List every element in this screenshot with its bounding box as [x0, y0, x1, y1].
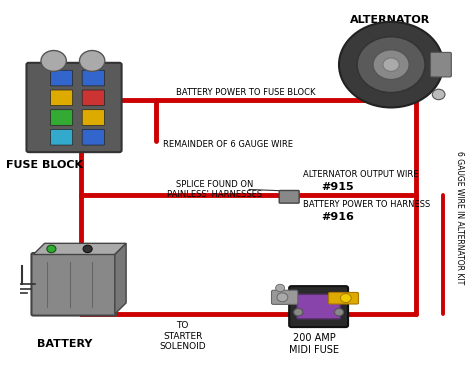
Circle shape [83, 245, 92, 253]
FancyBboxPatch shape [82, 129, 104, 145]
Text: BATTERY POWER TO FUSE BLOCK: BATTERY POWER TO FUSE BLOCK [176, 88, 315, 97]
Circle shape [357, 37, 425, 93]
Text: FUSE BLOCK: FUSE BLOCK [6, 160, 83, 170]
Text: BATTERY: BATTERY [37, 339, 92, 349]
Text: ALTERNATOR OUTPUT WIRE: ALTERNATOR OUTPUT WIRE [303, 170, 418, 179]
FancyBboxPatch shape [289, 286, 348, 327]
Circle shape [41, 51, 66, 71]
Circle shape [275, 284, 285, 292]
FancyBboxPatch shape [31, 253, 117, 315]
FancyBboxPatch shape [328, 292, 358, 304]
Text: ALTERNATOR: ALTERNATOR [350, 15, 430, 25]
FancyBboxPatch shape [82, 70, 104, 86]
Text: BATTERY POWER TO HARNESS: BATTERY POWER TO HARNESS [303, 200, 430, 209]
FancyBboxPatch shape [82, 90, 104, 106]
Circle shape [335, 309, 344, 316]
FancyBboxPatch shape [51, 70, 73, 86]
FancyBboxPatch shape [82, 110, 104, 125]
Text: #916: #916 [321, 212, 354, 222]
FancyBboxPatch shape [51, 110, 73, 125]
Circle shape [432, 89, 445, 100]
FancyBboxPatch shape [297, 294, 340, 319]
Polygon shape [33, 243, 126, 255]
Polygon shape [115, 243, 126, 314]
FancyBboxPatch shape [272, 290, 298, 304]
Text: #915: #915 [321, 183, 354, 192]
Text: TO
STARTER
SOLENOID: TO STARTER SOLENOID [159, 321, 206, 351]
Circle shape [80, 51, 105, 71]
Text: SPLICE FOUND ON
PAINLESS' HARNESSES: SPLICE FOUND ON PAINLESS' HARNESSES [167, 180, 262, 199]
Circle shape [383, 58, 399, 71]
Circle shape [294, 309, 303, 316]
Text: REMAINDER OF 6 GAUGE WIRE: REMAINDER OF 6 GAUGE WIRE [163, 140, 293, 149]
Circle shape [339, 22, 443, 108]
Text: 6 GAUGE WIRE IN ALTERNATOR KIT: 6 GAUGE WIRE IN ALTERNATOR KIT [455, 151, 464, 284]
Circle shape [47, 245, 56, 253]
Text: 200 AMP
MIDI FUSE: 200 AMP MIDI FUSE [289, 333, 339, 355]
Circle shape [373, 50, 409, 80]
FancyBboxPatch shape [279, 190, 299, 203]
FancyBboxPatch shape [51, 129, 73, 145]
FancyBboxPatch shape [51, 90, 73, 106]
Circle shape [277, 293, 288, 302]
FancyBboxPatch shape [27, 63, 122, 152]
Circle shape [340, 294, 351, 303]
FancyBboxPatch shape [430, 53, 451, 77]
